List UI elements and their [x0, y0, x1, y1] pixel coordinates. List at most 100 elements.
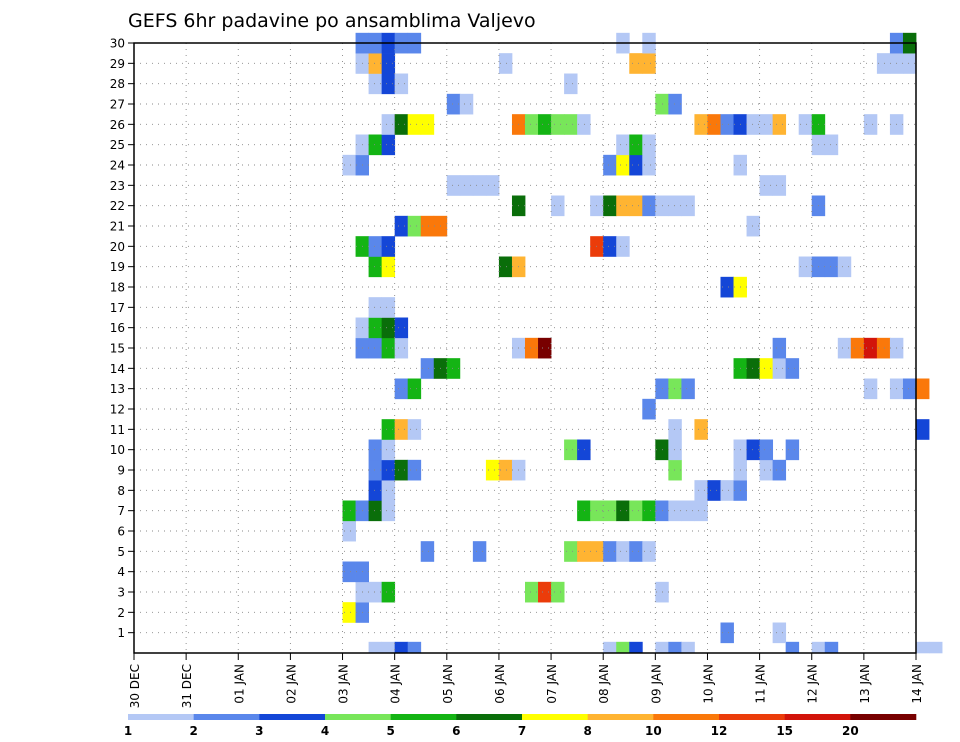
grid-lines: [134, 42, 916, 653]
heatmap-cell: [394, 459, 409, 481]
heatmap-cell: [772, 459, 787, 481]
heatmap-cell: [785, 641, 800, 654]
heatmap-cell: [551, 114, 565, 135]
heatmap-cell: [446, 358, 461, 379]
heatmap-cell: [720, 622, 734, 644]
heatmap-cell: [394, 419, 409, 440]
y-tick-label: 8: [117, 484, 125, 498]
heatmap-cell: [394, 317, 409, 339]
heatmap-cell: [759, 459, 774, 481]
heatmap-cell: [381, 53, 396, 74]
y-tick-label: 17: [110, 301, 125, 315]
y-tick-label: 30: [110, 37, 125, 51]
x-tick-label: 06 JAN: [493, 664, 507, 704]
heatmap-cell: [538, 581, 552, 603]
heatmap-cell: [720, 276, 734, 298]
heatmap-cell: [629, 53, 643, 74]
heatmap-cell: [629, 500, 643, 522]
heatmap-cells: [342, 32, 943, 654]
heatmap-cell: [420, 215, 435, 237]
y-tick-label: 15: [110, 342, 125, 356]
heatmap-cell: [668, 459, 682, 481]
heatmap-cell: [394, 73, 409, 95]
heatmap-cell: [876, 337, 891, 359]
y-tick-label: 25: [110, 138, 125, 152]
color-legend: 1 2 3 4 5 6 7 8 10 12 15 20: [124, 714, 917, 738]
legend-swatch: [325, 714, 391, 720]
legend-swatch: [719, 714, 785, 720]
legend-label: 15: [776, 724, 793, 738]
heatmap-cell: [564, 541, 578, 562]
x-tick-label: 05 JAN: [441, 664, 455, 704]
heatmap-cell: [681, 378, 695, 400]
heatmap-cell: [381, 439, 396, 461]
heatmap-cell: [420, 358, 435, 379]
legend-swatch: [850, 714, 917, 720]
heatmap-cell: [629, 154, 643, 176]
heatmap-cell: [603, 195, 617, 217]
x-tick-label: 07 JAN: [545, 664, 559, 704]
heatmap-cell: [577, 541, 591, 562]
heatmap-cell: [368, 297, 383, 318]
legend-label: 1: [124, 724, 132, 738]
x-tick-label: 03 JAN: [337, 664, 351, 704]
heatmap-cell: [616, 154, 630, 176]
heatmap-cell: [538, 114, 552, 135]
heatmap-cell: [472, 175, 487, 196]
x-tick-label: 08 JAN: [597, 664, 611, 704]
legend-label: 10: [645, 724, 662, 738]
y-tick-label: 21: [110, 220, 125, 234]
heatmap-cell: [420, 541, 435, 562]
y-tick-label: 2: [117, 606, 125, 620]
heatmap-cell: [525, 581, 539, 603]
y-tick-label: 18: [110, 281, 125, 295]
heatmap-cell: [720, 114, 734, 135]
y-tick-label: 4: [117, 565, 125, 579]
heatmap-cell: [759, 114, 774, 135]
heatmap-cell: [837, 256, 852, 278]
heatmap-cell: [929, 641, 943, 654]
heatmap-cell: [616, 195, 630, 217]
y-tick-label: 1: [117, 626, 125, 640]
heatmap-cell: [407, 419, 422, 440]
x-tick-label: 01 JAN: [232, 664, 246, 704]
y-tick-label: 28: [110, 77, 125, 91]
heatmap-cell: [394, 641, 409, 654]
heatmap-cell: [642, 398, 656, 420]
y-tick-label: 20: [110, 240, 125, 254]
legend-swatch: [456, 714, 523, 720]
legend-label: 20: [842, 724, 859, 738]
heatmap-cell: [642, 53, 656, 74]
heatmap-cell: [707, 480, 721, 501]
heatmap-cell: [772, 114, 787, 135]
heatmap-cell: [407, 641, 422, 654]
legend-swatch: [259, 714, 326, 720]
legend-swatch: [784, 714, 851, 720]
heatmap-cell: [772, 337, 787, 359]
heatmap-cell: [811, 641, 826, 654]
heatmap-cell: [381, 134, 396, 156]
heatmap-cell: [459, 175, 474, 196]
heatmap-cell: [759, 358, 774, 379]
heatmap-cell: [381, 419, 396, 440]
x-tick-label: 30 DEC: [128, 664, 142, 708]
heatmap-cell: [368, 73, 383, 95]
heatmap-cell: [746, 215, 760, 237]
heatmap-cell: [746, 358, 760, 379]
heatmap-cell: [368, 439, 383, 461]
legend-label: 2: [189, 724, 197, 738]
x-tick-label: 09 JAN: [649, 664, 663, 704]
legend-swatch: [522, 714, 588, 720]
heatmap-cell: [368, 53, 383, 74]
heatmap-cell: [368, 337, 383, 359]
heatmap-cell: [564, 73, 578, 95]
heatmap-cell: [485, 175, 500, 196]
heatmap-cell: [759, 439, 774, 461]
heatmap-cell: [863, 337, 878, 359]
heatmap-cell: [902, 53, 917, 74]
legend-label: 5: [386, 724, 394, 738]
heatmap-cell: [798, 256, 813, 278]
x-tick-label: 11 JAN: [754, 664, 768, 704]
heatmap-cell: [694, 480, 708, 501]
y-tick-label: 11: [110, 423, 125, 437]
